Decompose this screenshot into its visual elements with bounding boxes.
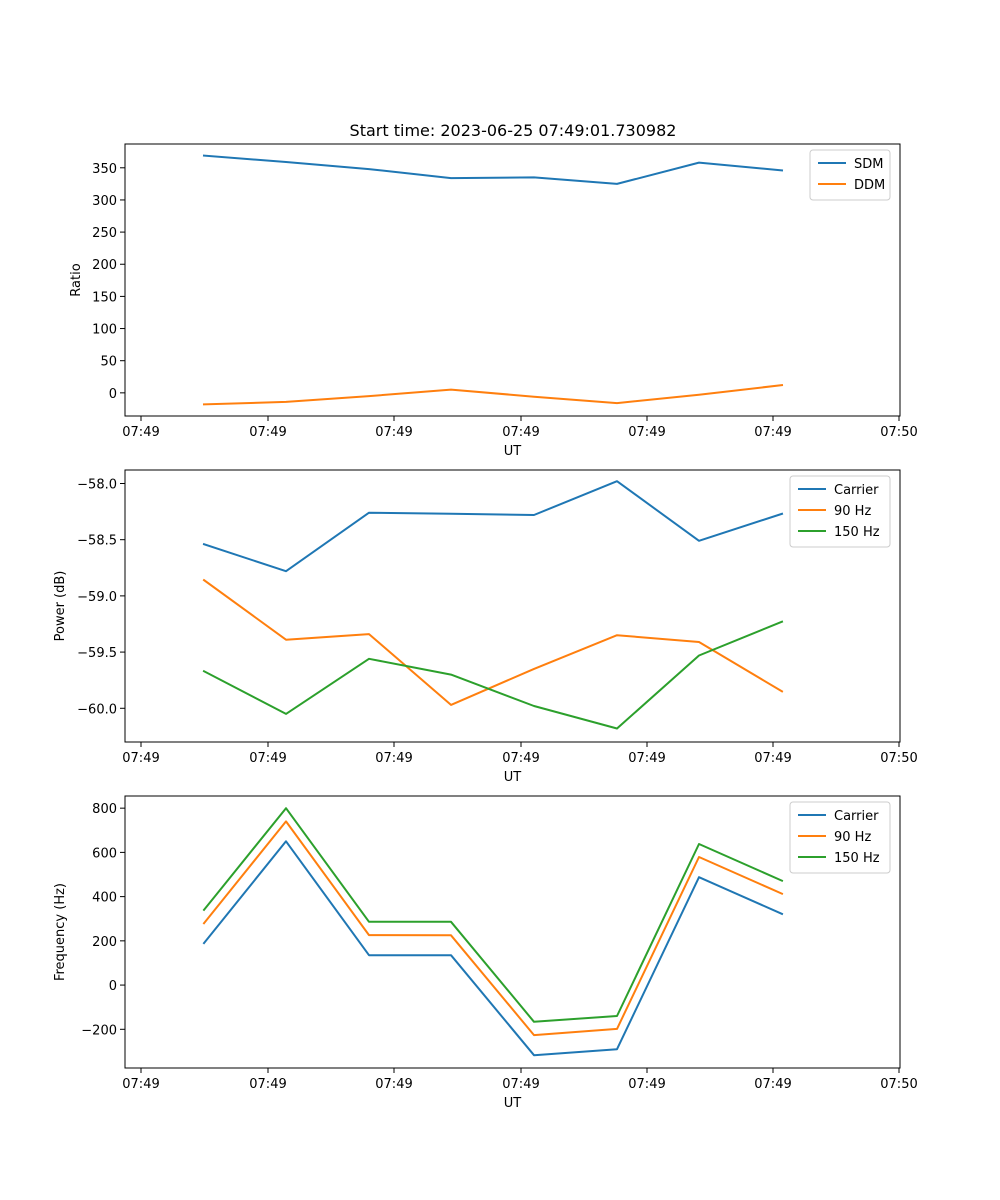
x-tick-label: 07:50 [880, 1077, 917, 1092]
x-tick-label: 07:49 [628, 1077, 665, 1092]
legend-entry: SDM [854, 157, 883, 172]
y-tick-label: 200 [92, 258, 117, 273]
legend-entry: Carrier [834, 483, 879, 498]
x-tick-label: 07:49 [122, 425, 159, 440]
y-tick-label: −58.0 [77, 477, 117, 492]
y-tick-label: −59.5 [77, 646, 117, 661]
y-tick-label: 100 [92, 323, 117, 338]
legend: Carrier 90 Hz 150 Hz [789, 801, 891, 874]
y-tick-label: 300 [92, 194, 117, 209]
axes-frame [124, 143, 901, 417]
chart-panel-3: 07:49 07:49 07:49 07:49 07:49 07:49 07:50 −200 0… [53, 795, 918, 1111]
x-tick-label: 07:50 [880, 751, 917, 766]
legend-entry: 90 Hz [834, 504, 871, 519]
x-axis-label: UT [504, 770, 522, 785]
y-tick-label: 150 [92, 290, 117, 305]
legend: SDM DDM [809, 149, 891, 201]
axes-frame [124, 795, 901, 1069]
series-line-90-hz [202, 820, 784, 1037]
x-tick-label: 07:50 [880, 425, 917, 440]
y-tick-label: −59.0 [77, 590, 117, 605]
x-tick-label: 07:49 [249, 425, 286, 440]
series-line-150-hz [202, 807, 784, 1023]
y-tick-label: 600 [92, 846, 117, 861]
y-tick-label: 50 [100, 355, 117, 370]
x-tick-label: 07:49 [249, 1077, 286, 1092]
x-axis-label: UT [504, 444, 522, 459]
y-tick-label: −200 [81, 1023, 117, 1038]
y-axis-label: Frequency (Hz) [53, 883, 68, 981]
series-line-150-hz [202, 620, 784, 730]
legend-box [789, 475, 891, 548]
x-tick-label: 07:49 [628, 425, 665, 440]
chart-panel-2: 07:49 07:49 07:49 07:49 07:49 07:49 07:50 −60.0… [53, 469, 918, 785]
series-line-carrier [202, 480, 784, 573]
series-line-90-hz [202, 578, 784, 706]
y-tick-label: 800 [92, 802, 117, 817]
y-tick-label: 250 [92, 226, 117, 241]
y-tick-label: −58.5 [77, 534, 117, 549]
x-tick-label: 07:49 [502, 425, 539, 440]
x-axis-label: UT [504, 1096, 522, 1111]
legend-box [789, 801, 891, 874]
x-tick-label: 07:49 [375, 751, 412, 766]
y-tick-label: 400 [92, 891, 117, 906]
x-tick-label: 07:49 [754, 1077, 791, 1092]
x-tick-label: 07:49 [375, 425, 412, 440]
figure-title: Start time: 2023-06-25 07:49:01.730982 [350, 121, 677, 140]
x-tick-label: 07:49 [502, 751, 539, 766]
legend-entry: 90 Hz [834, 830, 871, 845]
chart-panel-1: 07:49 07:49 07:49 07:49 07:49 07:49 07:50 0 50 10… [69, 143, 918, 459]
y-tick-label: 0 [109, 979, 117, 994]
x-tick-label: 07:49 [375, 1077, 412, 1092]
x-tick-label: 07:49 [122, 1077, 159, 1092]
series-line-carrier [202, 840, 784, 1057]
x-tick-label: 07:49 [502, 1077, 539, 1092]
y-tick-label: −60.0 [77, 702, 117, 717]
y-tick-label: 350 [92, 162, 117, 177]
plots-container: 07:49 07:49 07:49 07:49 07:49 07:49 07:50 0 50 10… [53, 143, 918, 1111]
y-tick-label: 200 [92, 935, 117, 950]
legend-entry: 150 Hz [834, 525, 880, 540]
legend-entry: 150 Hz [834, 851, 880, 866]
x-tick-label: 07:49 [628, 751, 665, 766]
series-line-ddm [202, 383, 784, 406]
legend-entry: DDM [854, 178, 885, 193]
x-tick-label: 07:49 [754, 425, 791, 440]
series-line-sdm [202, 154, 784, 185]
axes-frame [124, 469, 901, 743]
y-tick-label: 0 [109, 387, 117, 402]
x-tick-label: 07:49 [754, 751, 791, 766]
legend-entry: Carrier [834, 809, 879, 824]
y-axis-label: Ratio [69, 263, 84, 296]
y-axis-label: Power (dB) [53, 571, 68, 642]
legend: Carrier 90 Hz 150 Hz [789, 475, 891, 548]
x-tick-label: 07:49 [249, 751, 286, 766]
x-tick-label: 07:49 [122, 751, 159, 766]
